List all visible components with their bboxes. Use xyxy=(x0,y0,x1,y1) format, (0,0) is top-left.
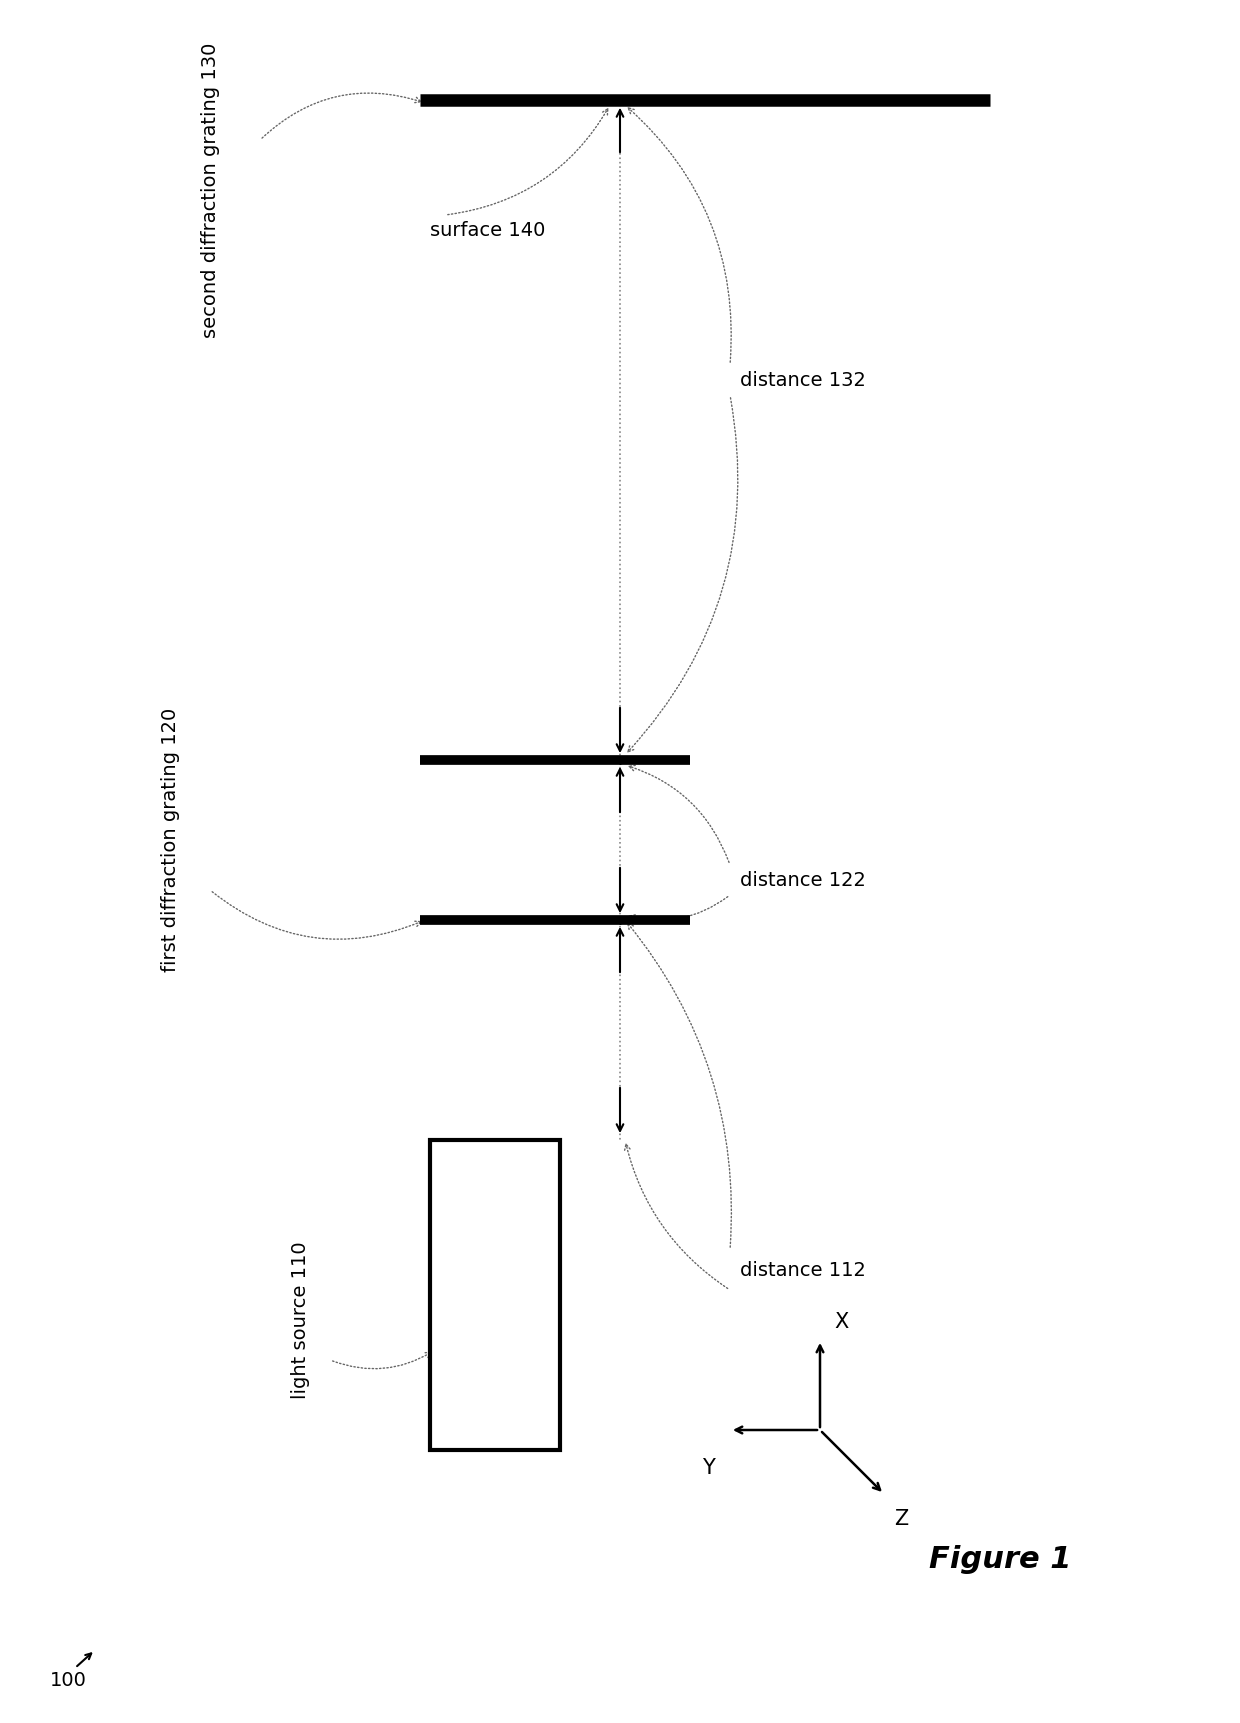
Text: Z: Z xyxy=(894,1509,908,1528)
Text: surface 140: surface 140 xyxy=(430,221,546,239)
Text: distance 122: distance 122 xyxy=(740,870,866,889)
Text: second diffraction grating 130: second diffraction grating 130 xyxy=(201,43,219,338)
Text: X: X xyxy=(835,1311,848,1332)
Bar xyxy=(430,1141,560,1451)
Text: distance 112: distance 112 xyxy=(740,1261,866,1280)
Text: Figure 1: Figure 1 xyxy=(929,1546,1071,1575)
Text: 100: 100 xyxy=(50,1671,87,1690)
Text: distance 132: distance 132 xyxy=(740,370,866,389)
Text: Y: Y xyxy=(702,1458,714,1478)
Text: first diffraction grating 120: first diffraction grating 120 xyxy=(160,708,180,972)
Text: light source 110: light source 110 xyxy=(290,1241,310,1399)
